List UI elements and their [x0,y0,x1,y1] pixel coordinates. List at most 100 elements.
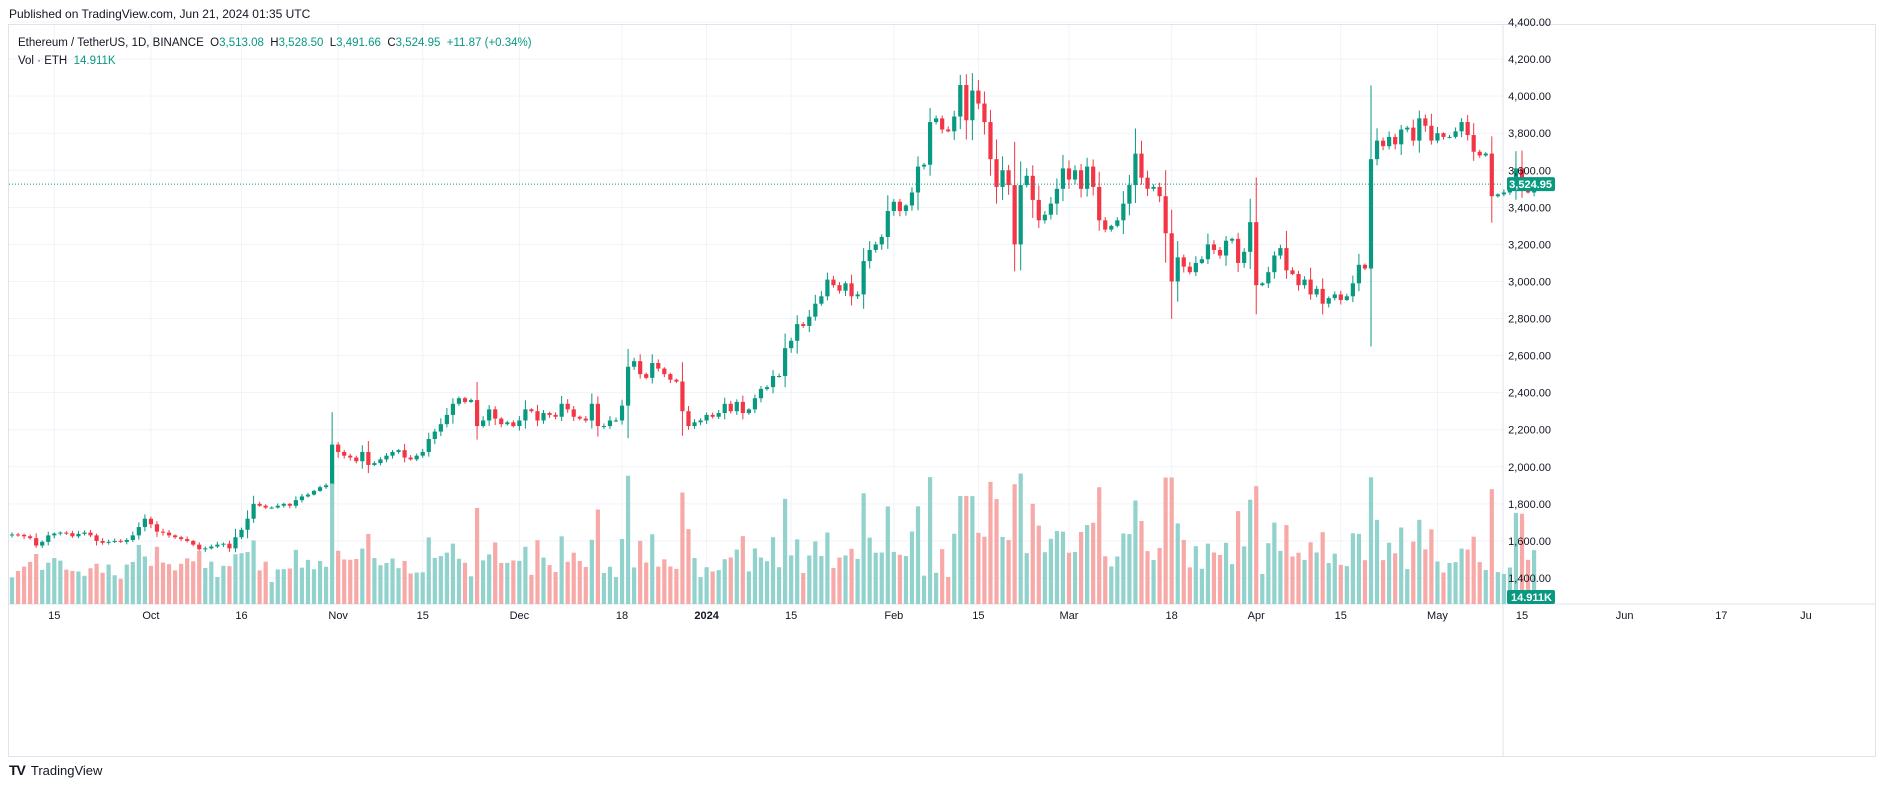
candle-body [239,529,244,538]
volume-bar [245,552,250,604]
time-tick-label: 15 [1516,610,1528,622]
volume-bar [299,567,305,604]
close-label: C [387,37,396,49]
price-tick-label: 2,800.00 [1508,314,1551,326]
candle-body [154,524,160,532]
candle-body [426,439,431,452]
volume-bar [203,568,208,604]
volume-bar [583,566,588,604]
volume-bar [1085,525,1090,604]
candle-body [855,294,860,297]
volume-bar [1181,539,1186,604]
candle-body [354,457,359,462]
price-tick-label: 2,200.00 [1508,425,1551,437]
volume-bar [493,542,498,604]
volume-bar [1393,553,1398,604]
volume-bar [317,560,323,604]
volume-bar [420,572,425,604]
volume-bar [118,578,123,604]
volume-bar [1465,549,1470,604]
volume-bar [1006,540,1011,604]
candle-body [1187,266,1192,273]
candle-body [801,324,806,326]
candle-body [191,540,196,545]
volume-bar [1405,569,1410,604]
time-tick-label: Apr [1248,610,1265,622]
volume-bar [82,575,87,604]
candle-body [547,413,552,415]
volume-bar [680,492,685,604]
volume-bar [692,557,697,604]
symbol-label[interactable]: Ethereum / TetherUS, 1D, BINANCE [18,37,204,49]
candle-body [595,403,600,427]
candle-body [227,543,232,549]
volume-bar [825,532,830,604]
volume-bar [656,566,661,604]
candle-body [88,532,93,536]
candle-body [921,164,927,167]
volume-bar [348,559,353,604]
volume-bar [541,557,546,604]
volume-bar [1338,564,1343,604]
candle-body [795,324,800,341]
volume-bar [1211,552,1217,604]
candle-body [160,531,166,533]
volume-bar [619,538,625,604]
candle-body [215,544,220,547]
candle-body [1006,170,1011,186]
candle-body [1387,136,1392,147]
time-tick-label: 15 [1335,610,1347,622]
footer-brand[interactable]: TV TradingView [9,762,102,778]
candle-body [1242,251,1247,263]
candle-body [710,414,715,417]
volume-bar [1115,556,1120,604]
volume-bar [34,554,39,604]
candle-body [1223,240,1229,256]
candle-body [1314,288,1319,295]
candle-body [1290,270,1295,275]
volume-bar [1302,559,1307,604]
time-tick-label: 17 [1715,610,1727,622]
candle-body [885,211,890,237]
time-tick-label: Dec [510,610,530,622]
volume-value: 14.911K [73,55,116,67]
candle-body [1036,199,1041,221]
volume-bar [927,477,933,604]
candle-body [209,546,214,549]
volume-bar [426,537,431,604]
volume-bar [1121,533,1126,604]
volume-bar [58,560,63,604]
candle-body [360,451,365,462]
volume-bar [565,561,570,604]
volume-bar [64,569,69,604]
volume-bar [148,565,154,604]
volume-bar [88,568,93,604]
volume-bar [1387,542,1392,604]
candle-body [668,374,673,380]
volume-label[interactable]: Vol · ETH [18,55,68,67]
volume-bar [269,581,274,604]
volume-bar [746,571,751,604]
volume-bar [1495,572,1500,604]
candle-body [1211,244,1217,250]
candle-body [716,413,721,417]
volume-bar [1471,536,1476,604]
candle-body [481,420,486,427]
candle-body [76,533,81,537]
time-tick-label: 15 [48,610,60,622]
candle-body [619,405,625,421]
candle-body [891,201,896,212]
candle-body [553,414,558,417]
volume-bar [801,573,806,604]
candle-body [1399,129,1404,145]
volume-bar [160,562,166,604]
high-label: H [270,37,279,49]
volume-bar [535,540,540,604]
candle-body [311,490,317,495]
volume-bar [589,539,594,604]
candle-body [1157,186,1162,197]
candle-body [1362,264,1368,269]
candle-body [565,403,570,410]
volume-bar [390,558,395,604]
